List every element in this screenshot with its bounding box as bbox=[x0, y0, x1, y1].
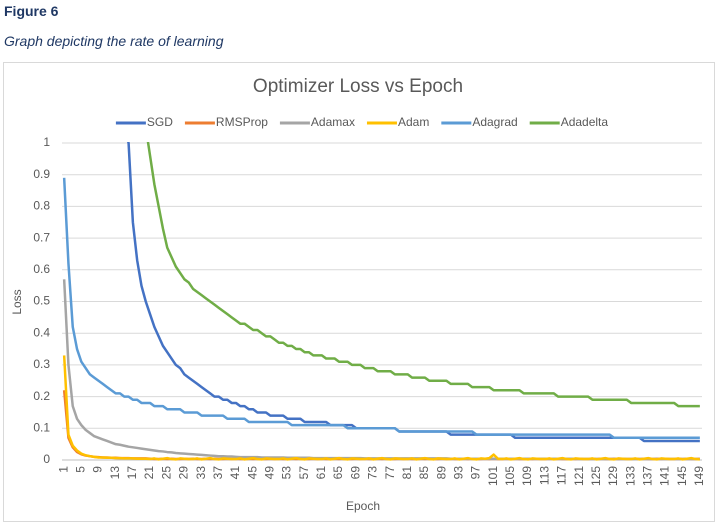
chart-title: Optimizer Loss vs Epoch bbox=[253, 76, 463, 97]
x-tick-label: 73 bbox=[366, 466, 380, 480]
legend: SGD RMSProp Adamax Adam Adagrad Adadelta bbox=[115, 115, 609, 129]
x-tick-label: 69 bbox=[348, 466, 362, 480]
x-tick-label: 105 bbox=[503, 466, 517, 486]
x-tick-label: 57 bbox=[297, 466, 311, 480]
x-tick-label: 101 bbox=[486, 466, 500, 486]
y-tick-label: 0.3 bbox=[33, 357, 50, 371]
series-line bbox=[146, 142, 700, 408]
figure-caption: Graph depicting the rate of learning bbox=[4, 33, 224, 49]
x-tick-label: 145 bbox=[675, 466, 689, 486]
x-tick-label: 113 bbox=[537, 466, 551, 485]
x-tick-label: 41 bbox=[228, 466, 242, 480]
legend-label: SGD bbox=[147, 115, 173, 129]
x-tick-label: 81 bbox=[400, 466, 414, 480]
y-tick-label: 0 bbox=[43, 452, 50, 466]
legend-label: Adam bbox=[398, 115, 429, 129]
x-tick-label: 65 bbox=[331, 466, 345, 480]
legend-label: Adadelta bbox=[561, 115, 609, 129]
x-tick-label: 29 bbox=[177, 466, 191, 480]
x-tick-label: 141 bbox=[658, 466, 672, 486]
x-tick-label: 25 bbox=[159, 466, 173, 480]
x-tick-label: 117 bbox=[555, 466, 569, 485]
legend-label: Adagrad bbox=[472, 115, 517, 129]
x-tick-label: 89 bbox=[434, 466, 448, 480]
x-tick-label: 13 bbox=[108, 466, 122, 480]
y-tick-label: 1 bbox=[43, 135, 50, 149]
x-tick-label: 77 bbox=[383, 466, 397, 480]
x-tick-label: 33 bbox=[194, 466, 208, 480]
y-axis-title: Loss bbox=[10, 289, 24, 314]
series-line bbox=[62, 355, 700, 461]
plot-area bbox=[62, 142, 700, 461]
y-tick-label: 0.5 bbox=[33, 294, 50, 308]
figure-label: Figure 6 bbox=[4, 3, 59, 19]
x-tick-label: 137 bbox=[640, 466, 654, 486]
x-tick-label: 85 bbox=[417, 466, 431, 480]
y-tick-label: 0.9 bbox=[33, 167, 50, 181]
chart-frame bbox=[3, 62, 715, 522]
y-tick-label: 0.8 bbox=[33, 199, 50, 213]
x-tick-label: 9 bbox=[91, 466, 105, 473]
x-tick-label: 133 bbox=[623, 466, 637, 486]
x-tick-label: 1 bbox=[56, 466, 70, 473]
x-tick-label: 61 bbox=[314, 466, 328, 480]
y-tick-label: 0.1 bbox=[33, 420, 50, 434]
x-axis-title: Epoch bbox=[346, 499, 380, 513]
series-line bbox=[62, 177, 700, 440]
x-tick-label: 21 bbox=[142, 466, 156, 480]
y-tick-label: 0.2 bbox=[33, 389, 50, 403]
x-tick-label: 97 bbox=[469, 466, 483, 480]
legend-label: Adamax bbox=[311, 115, 355, 129]
x-tick-label: 125 bbox=[589, 466, 603, 486]
x-tick-label: 45 bbox=[245, 466, 259, 480]
x-tick-label: 17 bbox=[125, 466, 139, 480]
x-tick-label: 53 bbox=[280, 466, 294, 480]
x-tick-label: 37 bbox=[211, 466, 225, 480]
y-tick-label: 0.4 bbox=[33, 325, 50, 339]
x-tick-label: 93 bbox=[451, 466, 465, 480]
x-tick-label: 49 bbox=[262, 466, 276, 480]
x-tick-label: 121 bbox=[572, 466, 586, 486]
x-tick-label: 129 bbox=[606, 466, 620, 486]
legend-label: RMSProp bbox=[216, 115, 268, 129]
y-tick-label: 0.6 bbox=[33, 262, 50, 276]
x-tick-label: 5 bbox=[74, 466, 88, 473]
x-tick-label: 149 bbox=[692, 466, 706, 486]
x-tick-label: 109 bbox=[520, 466, 534, 486]
y-tick-label: 0.7 bbox=[33, 230, 50, 244]
